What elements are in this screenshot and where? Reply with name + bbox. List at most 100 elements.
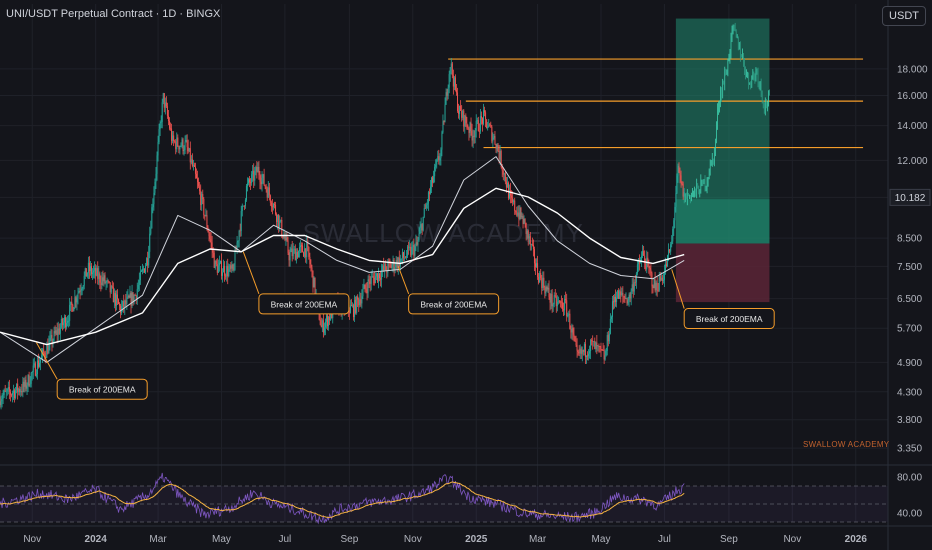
candle-body (655, 282, 657, 291)
candle-body (255, 167, 257, 172)
candle-body (592, 341, 594, 343)
candle-body (537, 263, 539, 277)
candle-body (645, 263, 647, 270)
candle-body (377, 273, 379, 282)
candle-body (355, 299, 357, 313)
candle-body (471, 130, 473, 141)
candle-body (147, 258, 149, 266)
candle-body (288, 252, 290, 261)
candle-body (188, 148, 190, 152)
candle-body (91, 266, 93, 275)
candle-body (510, 190, 512, 196)
candle-body (416, 242, 418, 245)
candle-body (89, 266, 91, 272)
candle-body (244, 199, 246, 206)
annotation-box[interactable] (56, 378, 148, 400)
candle-body (135, 295, 137, 300)
time-tick-label: Mar (149, 534, 167, 545)
candle-body (310, 264, 312, 268)
candle-body (34, 363, 36, 376)
candle-body (276, 214, 278, 223)
candle-body (50, 335, 52, 338)
candle-body (329, 316, 331, 321)
candle-body (374, 276, 376, 284)
last-price-tag (889, 188, 931, 206)
candle-body (182, 139, 184, 152)
candle-body (631, 284, 633, 291)
candle-body (324, 321, 326, 328)
candle-body (424, 208, 426, 210)
candle-body (55, 330, 57, 334)
candle-body (236, 242, 238, 251)
candle-body (84, 268, 86, 276)
candle-body (264, 185, 266, 187)
annotation-box[interactable] (408, 293, 500, 315)
annotation-connector (35, 342, 58, 380)
candle-body (178, 146, 180, 150)
candle-body (383, 265, 385, 270)
candle-body (1, 398, 3, 402)
annotation-label: Break of 200EMA (420, 299, 487, 309)
candle-body (62, 322, 64, 326)
candle-body (498, 150, 500, 160)
candle-body (475, 120, 477, 131)
annotation-box[interactable] (258, 293, 350, 315)
candle-body (410, 247, 412, 256)
candle-body (499, 151, 501, 160)
candle-body (95, 267, 97, 276)
time-tick-label: Nov (783, 534, 801, 545)
candle-body (421, 224, 423, 231)
candle-body (584, 344, 586, 358)
watermark-small: SWALLOW ACADEMY (803, 440, 890, 449)
candle-body (295, 252, 297, 261)
price-tick-label: 3.800 (897, 415, 922, 426)
candle-body (96, 268, 98, 276)
candle-body (181, 139, 183, 146)
candle-body (313, 277, 315, 288)
candle-body (567, 315, 569, 317)
candle-body (440, 149, 442, 159)
candle-body (287, 240, 289, 253)
candle-body (58, 328, 60, 334)
candle-body (92, 272, 94, 275)
candle-body (183, 150, 185, 152)
candle-body (445, 92, 447, 105)
candle-body (398, 257, 400, 267)
annotation-box[interactable] (683, 308, 775, 330)
candle-body (512, 197, 514, 203)
candle-body (218, 262, 220, 266)
candle-body (129, 293, 131, 298)
candle-body (580, 348, 582, 354)
candle-body (283, 236, 285, 239)
candle-body (297, 251, 299, 258)
candle-body (619, 291, 621, 300)
stop-zone (675, 243, 770, 303)
currency-badge[interactable]: USDT (882, 6, 926, 26)
candle-body (620, 291, 622, 295)
candle-body (291, 248, 293, 257)
price-tick-label: 3.350 (897, 444, 922, 455)
candle-body (553, 295, 555, 305)
candle-body (353, 305, 355, 317)
candle-body (27, 374, 29, 386)
candle-body (119, 303, 121, 306)
candle-body (673, 220, 675, 230)
candle-body (401, 252, 403, 259)
candle-body (549, 297, 551, 303)
candle-body (478, 130, 480, 132)
candle-body (312, 270, 314, 288)
candle-body (603, 350, 605, 360)
candle-body (604, 355, 606, 360)
candle-body (515, 210, 517, 213)
candle-body (2, 395, 4, 399)
candle-body (160, 121, 162, 123)
candle-body (368, 279, 370, 282)
candle-body (319, 319, 321, 325)
candle-body (492, 137, 494, 142)
candle-body (26, 385, 28, 389)
candle-body (31, 371, 33, 374)
candle-body (506, 182, 508, 188)
candle-body (680, 175, 682, 182)
candle-body (593, 341, 595, 342)
